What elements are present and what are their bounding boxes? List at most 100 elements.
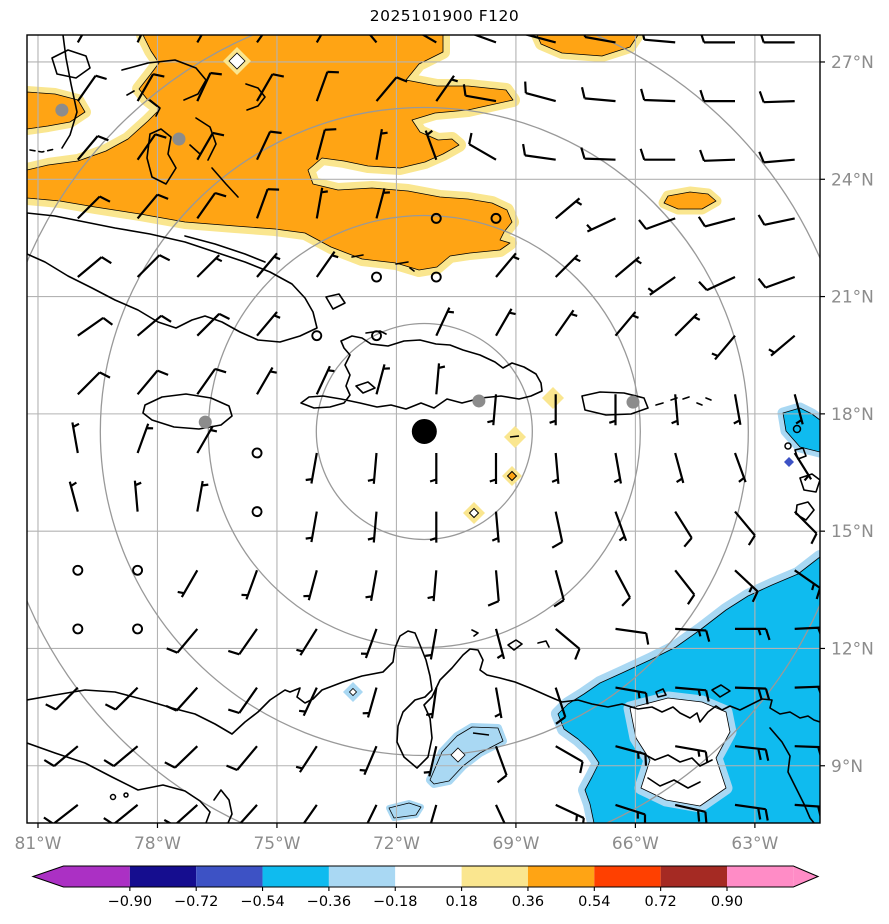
gonave-coastline: [355, 381, 376, 394]
wind-barb: [302, 804, 318, 823]
wind-barb: [760, 35, 795, 44]
wind-barb: [757, 214, 795, 226]
map-frame: [26, 34, 821, 824]
storm-center-dot: [411, 418, 437, 444]
colorbar-tick-label: 0.18: [445, 894, 477, 910]
wind-barb: [522, 143, 556, 161]
city-dot: [55, 103, 69, 117]
wind-barb: [255, 188, 280, 219]
wind-barb: [435, 363, 446, 395]
wind-barb: [256, 311, 281, 337]
wind-barb: [226, 745, 258, 772]
wind-barb: [303, 570, 318, 601]
la-tortuga-coastline: [655, 688, 667, 698]
colorbar-under-arrow: [33, 866, 64, 887]
colorbar-tick-label: −0.54: [240, 894, 284, 910]
orange-isolated-blob: [663, 191, 717, 210]
colorbar-tick-label: −0.18: [373, 894, 417, 910]
lon-label: 78°W: [134, 834, 181, 854]
wind-barb: [638, 217, 676, 231]
wind-barb: [196, 425, 218, 454]
exuma-coastline: [189, 144, 201, 155]
wind-barb: [489, 453, 498, 484]
islet-circle-2-coastline: [792, 424, 802, 434]
wind-barb: [615, 627, 650, 645]
wind-barb: [580, 147, 616, 161]
grand-bahama-coastline: [121, 59, 207, 101]
venezuela-inner-2-coastline: [647, 777, 701, 789]
colorbar-tick-label: −0.72: [174, 894, 218, 910]
wind-barb: [365, 570, 378, 601]
wind-barb: [615, 803, 647, 823]
wind-barb: [674, 313, 701, 337]
wind-barb: [462, 84, 497, 103]
calm-circle: [430, 271, 442, 283]
wind-barb: [487, 570, 500, 607]
wind-barb: [495, 804, 506, 823]
city-dot: [198, 415, 212, 429]
wind-barb: [495, 252, 520, 278]
lon-label: 69°W: [492, 834, 539, 854]
calm-circle: [430, 212, 442, 224]
wind-barb: [697, 216, 736, 228]
wind-barb: [136, 35, 143, 43]
wind-barb: [68, 481, 79, 512]
calm-circle: [72, 623, 84, 635]
uraba-coastline: [213, 789, 233, 823]
lat-label: 21°N: [831, 288, 874, 308]
colorbar-segment: [527, 866, 595, 887]
wind-barb: [640, 88, 676, 103]
wind-barb: [429, 453, 438, 484]
lon-label: 81°W: [15, 834, 62, 854]
wind-barb: [103, 745, 139, 768]
wind-barb: [734, 803, 769, 821]
colorbar-outline: [31, 865, 820, 888]
wind-barb: [76, 74, 107, 102]
wind-barb: [367, 452, 378, 484]
martinique-coastline: [799, 473, 820, 493]
wind-barb: [674, 569, 696, 605]
wind-barb: [735, 627, 771, 641]
aruba-coastline: [471, 629, 479, 637]
wind-barb: [614, 256, 642, 278]
lon-label: 66°W: [612, 834, 659, 854]
camaguey-keys-coastline: [184, 235, 266, 263]
wind-barb: [794, 685, 820, 695]
wind-barb: [793, 394, 804, 425]
colorbar-over-arrow: [793, 866, 818, 887]
yellow-diamond-2-inner-marker: [506, 470, 518, 482]
wind-barb: [305, 511, 318, 543]
wind-barb: [487, 394, 498, 426]
calm-circle: [132, 623, 144, 635]
ne-bahama-coastline: [245, 83, 266, 111]
wind-barb: [77, 256, 112, 278]
wind-barb: [613, 452, 622, 484]
calm-circle: [371, 271, 382, 283]
wind-barb: [77, 371, 111, 396]
calm-circle: [251, 447, 263, 459]
wind-barb: [435, 75, 459, 102]
wind-barb: [674, 452, 685, 484]
wind-barb: [103, 804, 139, 823]
wind-barb: [196, 71, 222, 102]
range-ring: [207, 214, 641, 649]
lat-label: 27°N: [831, 53, 874, 73]
wind-barb: [196, 480, 209, 512]
wind-barb: [196, 35, 203, 43]
wind-barb: [315, 128, 337, 160]
plot-area: [27, 35, 820, 823]
wind-barb: [494, 745, 508, 784]
wind-barb: [554, 309, 578, 337]
wind-barb: [734, 569, 759, 603]
lat-label: 12°N: [831, 639, 874, 659]
wind-barb: [793, 510, 818, 545]
wind-barb: [554, 254, 581, 278]
wind-barb: [700, 35, 735, 44]
wind-barb: [555, 803, 585, 823]
orinoco-coastline: [769, 727, 815, 823]
wind-barb: [426, 687, 438, 719]
wind-barb: [551, 511, 564, 549]
vieques-coastline: [655, 402, 664, 406]
